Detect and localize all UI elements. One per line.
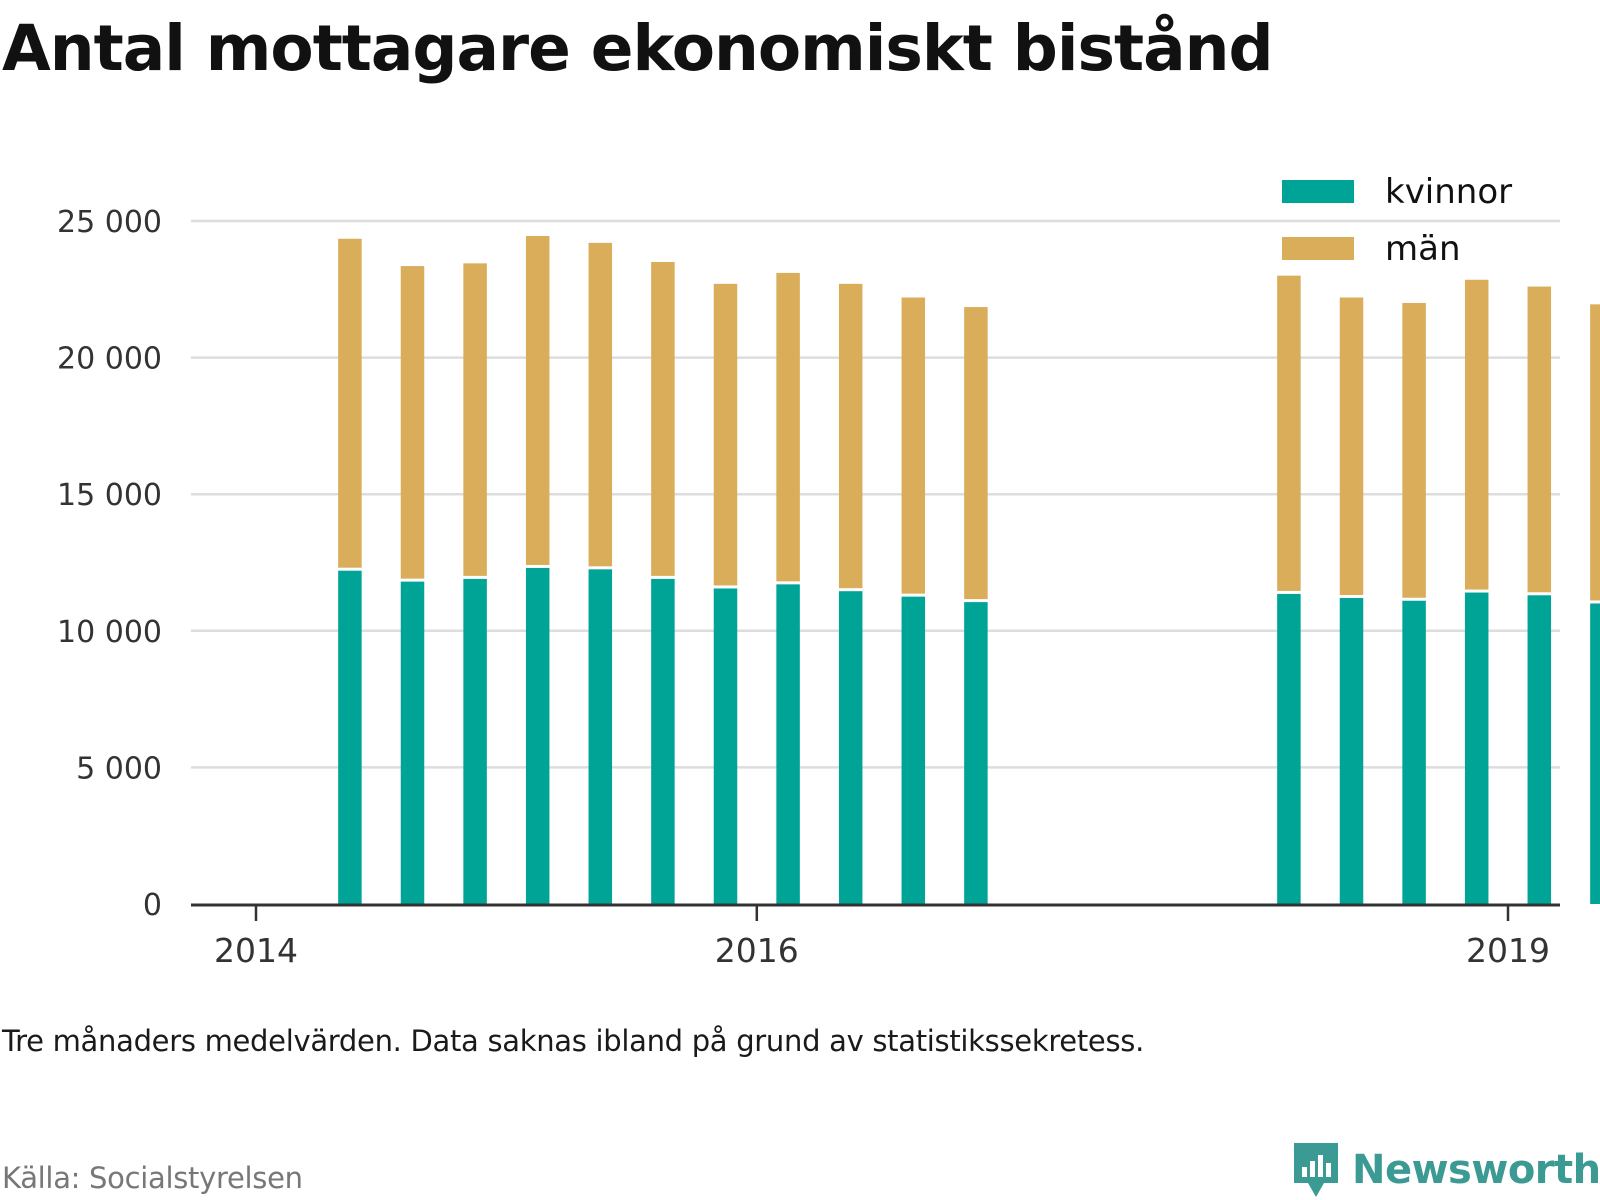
bar-man — [651, 261, 675, 576]
bar-kvinnor — [1527, 595, 1552, 904]
bar-kvinnor — [651, 578, 675, 904]
bar-man — [1277, 275, 1301, 591]
bar-kvinnor — [525, 567, 550, 904]
bar-kvinnor — [1590, 603, 1600, 904]
bar-kvinnor — [901, 596, 926, 904]
y-tick-label: 25 000 — [57, 205, 162, 240]
y-tick-label: 5 000 — [76, 751, 162, 786]
legend-label-kvinnor: kvinnor — [1385, 172, 1512, 212]
bar-man — [463, 263, 487, 576]
y-tick-label: 20 000 — [57, 342, 162, 377]
bar-kvinnor — [400, 581, 425, 904]
bar-kvinnor — [838, 591, 863, 904]
bar-man — [525, 236, 550, 565]
bar-man — [400, 266, 425, 579]
stacked-bar-chart: 0 5 000 10 000 15 000 20 000 25 000 2014 2016 2… — [57, 172, 1600, 970]
chart-note: Tre månaders medelvärden. Data saknas ib… — [2, 1024, 1144, 1058]
bar-man — [964, 307, 988, 600]
bar-man — [901, 297, 926, 594]
x-axis: 20142016201920212023 — [191, 903, 1560, 970]
y-tick-label: 10 000 — [57, 615, 162, 650]
bar-man — [776, 272, 800, 582]
bar-kvinnor — [338, 570, 362, 904]
legend-label-man: män — [1385, 229, 1461, 269]
bar-man — [338, 238, 362, 568]
bar-kvinnor — [1339, 598, 1364, 904]
bar-kvinnor — [588, 569, 613, 904]
bar-kvinnor — [713, 588, 738, 904]
bar-kvinnor — [1277, 593, 1301, 904]
bar-man — [1527, 286, 1552, 593]
legend: kvinnor män — [1282, 172, 1512, 269]
bars — [338, 236, 1600, 904]
x-tick-label: 2019 — [1466, 931, 1550, 970]
bar-man — [1590, 304, 1600, 601]
bar-man — [838, 283, 863, 589]
bar-kvinnor — [1402, 600, 1426, 904]
x-tick-label: 2014 — [214, 931, 298, 970]
newsworthy-wordmark: Newsworthy — [1352, 1147, 1600, 1193]
newsworthy-logo-icon — [1294, 1143, 1338, 1197]
legend-swatch-man — [1282, 237, 1354, 260]
bar-man — [1464, 279, 1489, 590]
newsworthy-logo: Newsworthy — [1292, 1140, 1600, 1200]
chart-title: Antal mottagare ekonomiskt bistånd — [2, 12, 1274, 85]
bar-man — [1339, 297, 1364, 596]
x-tick-label: 2016 — [715, 931, 799, 970]
y-tick-label: 15 000 — [57, 478, 162, 513]
bar-man — [588, 242, 613, 567]
bar-kvinnor — [463, 578, 487, 904]
bar-kvinnor — [776, 584, 800, 904]
bar-kvinnor — [964, 602, 988, 904]
bar-man — [713, 283, 738, 586]
bar-man — [1402, 302, 1426, 598]
bar-kvinnor — [1464, 592, 1489, 904]
y-axis-ticks: 0 5 000 10 000 15 000 20 000 25 000 — [57, 205, 162, 923]
y-tick-label: 0 — [143, 888, 162, 923]
legend-swatch-kvinnor — [1282, 180, 1354, 203]
source-credit: Källa: Socialstyrelsen — [2, 1161, 303, 1195]
